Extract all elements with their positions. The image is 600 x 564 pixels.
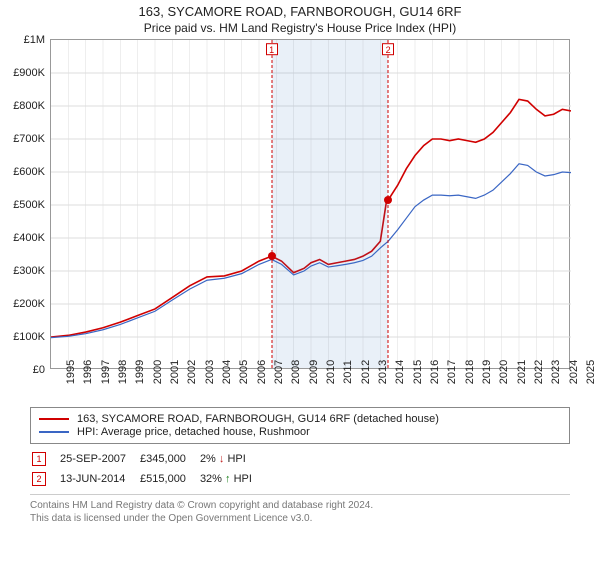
chart-title: 163, SYCAMORE ROAD, FARNBOROUGH, GU14 6R… bbox=[0, 4, 600, 19]
sale-price: £345,000 bbox=[140, 450, 198, 468]
line-chart: 12£0£100K£200K£300K£400K£500K£600K£700K£… bbox=[50, 39, 570, 369]
y-tick-label: £100K bbox=[13, 331, 45, 343]
legend-item: 163, SYCAMORE ROAD, FARNBOROUGH, GU14 6R… bbox=[39, 413, 561, 425]
sale-delta: 2% ↓ HPI bbox=[200, 450, 264, 468]
sale-marker-dot bbox=[384, 196, 392, 204]
arrow-down-icon: ↓ bbox=[219, 453, 225, 465]
y-tick-label: £700K bbox=[13, 133, 45, 145]
sale-number-box: 1 bbox=[32, 452, 46, 466]
legend-item: HPI: Average price, detached house, Rush… bbox=[39, 426, 561, 438]
sale-delta: 32% ↑ HPI bbox=[200, 470, 264, 488]
legend-label: 163, SYCAMORE ROAD, FARNBOROUGH, GU14 6R… bbox=[77, 413, 439, 425]
sale-date: 13-JUN-2014 bbox=[60, 470, 138, 488]
sale-marker-line bbox=[271, 40, 272, 368]
sale-number-box: 2 bbox=[32, 472, 46, 486]
y-tick-label: £500K bbox=[13, 199, 45, 211]
sale-marker-box: 1 bbox=[266, 43, 278, 55]
legend-swatch bbox=[39, 418, 69, 420]
y-tick-label: £600K bbox=[13, 166, 45, 178]
sale-price: £515,000 bbox=[140, 470, 198, 488]
x-tick-label: 2025 bbox=[571, 360, 597, 384]
legend-label: HPI: Average price, detached house, Rush… bbox=[77, 426, 310, 438]
footer-line-1: Contains HM Land Registry data © Crown c… bbox=[30, 499, 570, 512]
y-tick-label: £400K bbox=[13, 232, 45, 244]
sale-date: 25-SEP-2007 bbox=[60, 450, 138, 468]
sale-row: 1 25-SEP-2007£345,0002% ↓ HPI bbox=[32, 450, 264, 468]
chart-subtitle: Price paid vs. HM Land Registry's House … bbox=[0, 21, 600, 35]
sale-marker-dot bbox=[268, 252, 276, 260]
y-tick-label: £900K bbox=[13, 67, 45, 79]
sale-row: 2 13-JUN-2014£515,00032% ↑ HPI bbox=[32, 470, 264, 488]
y-tick-label: £800K bbox=[13, 100, 45, 112]
footer-line-2: This data is licensed under the Open Gov… bbox=[30, 512, 570, 525]
footer-attribution: Contains HM Land Registry data © Crown c… bbox=[30, 494, 570, 525]
y-tick-label: £0 bbox=[33, 364, 45, 376]
legend-swatch bbox=[39, 431, 69, 433]
sale-marker-box: 2 bbox=[382, 43, 394, 55]
y-tick-label: £300K bbox=[13, 265, 45, 277]
arrow-up-icon: ↑ bbox=[225, 473, 231, 485]
shade-band bbox=[272, 40, 388, 368]
chart-legend: 163, SYCAMORE ROAD, FARNBOROUGH, GU14 6R… bbox=[30, 407, 570, 444]
sales-table: 1 25-SEP-2007£345,0002% ↓ HPI 2 13-JUN-2014… bbox=[30, 448, 266, 490]
y-tick-label: £200K bbox=[13, 298, 45, 310]
y-tick-label: £1M bbox=[24, 34, 45, 46]
